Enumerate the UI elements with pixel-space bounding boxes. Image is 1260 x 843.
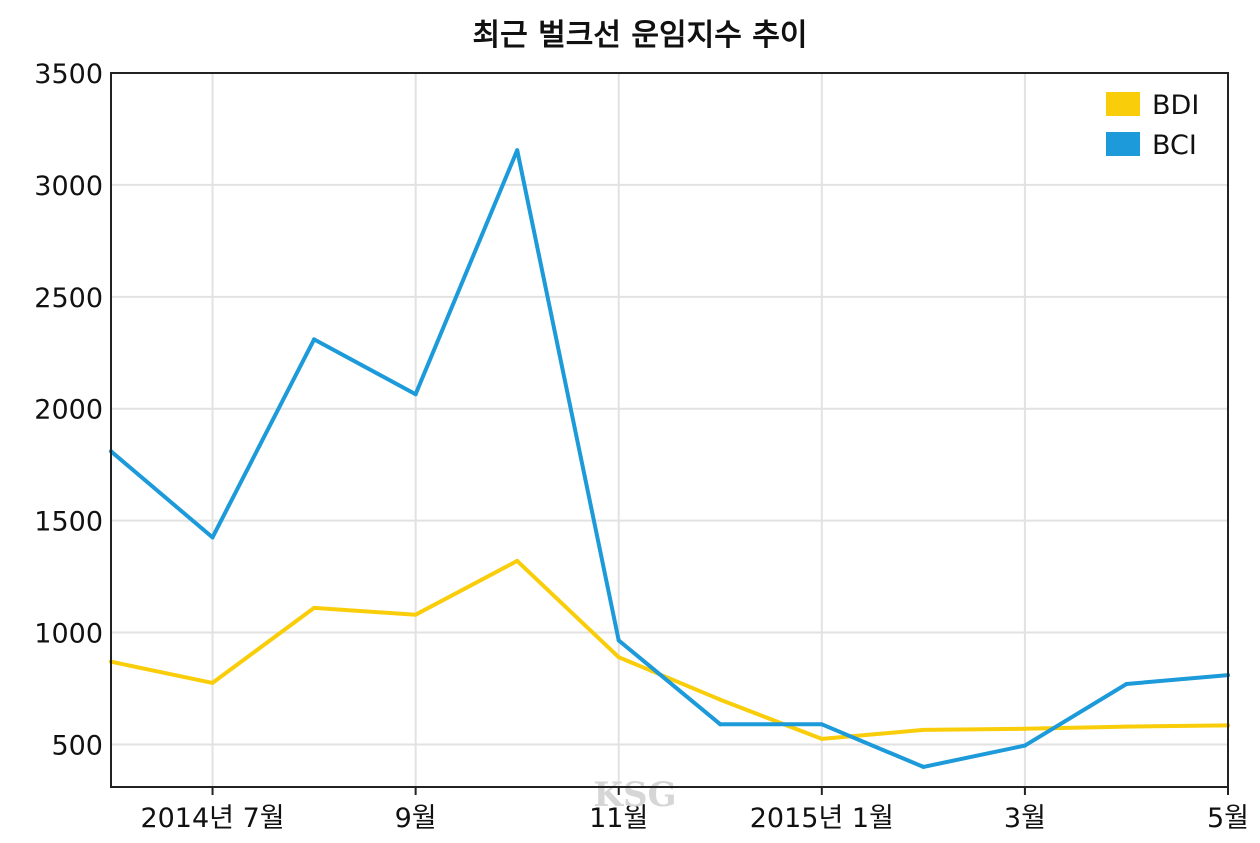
data-point-bci bbox=[616, 638, 621, 643]
series-line-bdi bbox=[109, 558, 1230, 741]
y-axis-ticks: 500 1000 1500 2000 2500 3000 3500 bbox=[34, 59, 103, 761]
data-point-bdi bbox=[616, 655, 621, 660]
data-point-bci bbox=[819, 722, 824, 727]
y-tick-label: 2500 bbox=[34, 283, 103, 314]
x-tick-label: 3월 bbox=[1004, 803, 1046, 834]
data-point-bci bbox=[312, 337, 317, 342]
legend-label-bdi: BDI bbox=[1152, 90, 1199, 121]
data-point-bci bbox=[1124, 682, 1129, 687]
y-tick-label: 1000 bbox=[34, 619, 103, 650]
watermark: KSG bbox=[593, 775, 676, 815]
data-point-bci bbox=[1022, 743, 1027, 748]
data-point-bci bbox=[515, 148, 520, 153]
data-point-bdi bbox=[921, 727, 926, 732]
data-point-bdi bbox=[819, 736, 824, 741]
y-tick-label: 3000 bbox=[34, 171, 103, 202]
x-tick-label: 11월 bbox=[589, 803, 648, 834]
data-point-bdi bbox=[312, 605, 317, 610]
x-tick-label: 5월 bbox=[1207, 803, 1249, 834]
y-tick-label: 500 bbox=[51, 730, 103, 761]
data-point-bdi bbox=[1022, 726, 1027, 731]
legend-label-bci: BCI bbox=[1152, 130, 1197, 161]
data-point-bdi bbox=[515, 558, 520, 563]
series-group bbox=[109, 148, 1230, 769]
chart-title: 최근 벌크선 운임지수 추이 bbox=[473, 18, 808, 53]
data-point-bci bbox=[718, 722, 723, 727]
data-point-bci bbox=[921, 764, 926, 769]
data-point-bci bbox=[413, 392, 418, 397]
data-point-bci bbox=[210, 535, 215, 540]
legend-swatch-bdi bbox=[1106, 92, 1140, 116]
plot-frame bbox=[110, 72, 1229, 788]
data-point-bdi bbox=[718, 697, 723, 702]
x-tick-label: 2014년 7월 bbox=[140, 803, 284, 834]
data-point-bdi bbox=[210, 680, 215, 685]
data-point-bdi bbox=[413, 612, 418, 617]
data-point-bdi bbox=[1124, 724, 1129, 729]
legend-swatch-bci bbox=[1106, 132, 1140, 156]
y-tick-label: 3500 bbox=[34, 59, 103, 90]
y-tick-label: 2000 bbox=[34, 395, 103, 426]
x-tick-label: 2015년 1월 bbox=[750, 803, 894, 834]
x-axis-ticks: 2014년 7월 9월 11월 2015년 1월 3월 5월 bbox=[140, 787, 1249, 834]
x-tick-label: 9월 bbox=[395, 803, 437, 834]
series-line-bci bbox=[109, 148, 1230, 769]
legend: BDI BCI bbox=[1106, 90, 1199, 161]
y-tick-label: 1500 bbox=[34, 507, 103, 538]
